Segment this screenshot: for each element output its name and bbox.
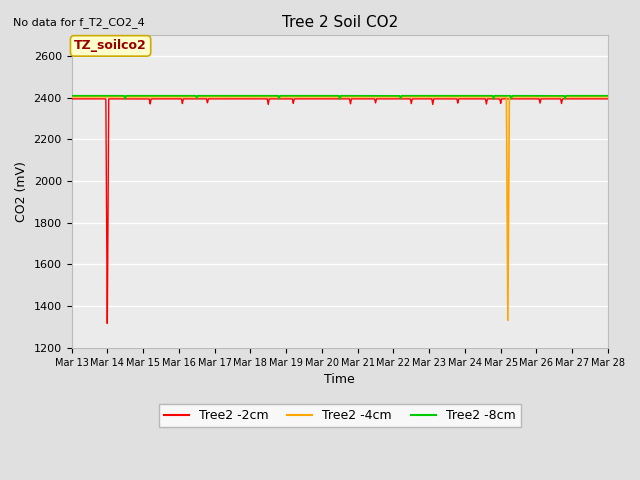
Title: Tree 2 Soil CO2: Tree 2 Soil CO2 [282, 15, 398, 30]
Tree2 -2cm [165, 96, 173, 102]
Tree2 -2cm [468, 96, 476, 102]
Line: Tree2 -2cm: Tree2 -2cm [72, 99, 608, 324]
Tree2 -2cm [509, 96, 516, 102]
Tree2 -4cm [468, 94, 476, 100]
Text: TZ_soilco2: TZ_soilco2 [74, 39, 147, 52]
Line: Tree2 -8cm: Tree2 -8cm [72, 96, 608, 99]
Tree2 -4cm [604, 94, 612, 100]
Tree2 -4cm [504, 317, 512, 323]
Tree2 -8cm [604, 93, 612, 98]
Legend: Tree2 -2cm, Tree2 -4cm, Tree2 -8cm: Tree2 -2cm, Tree2 -4cm, Tree2 -8cm [159, 404, 520, 427]
Tree2 -4cm [389, 94, 397, 100]
Tree2 -4cm [273, 94, 280, 100]
Tree2 -2cm [273, 96, 280, 102]
Y-axis label: CO2 (mV): CO2 (mV) [15, 161, 28, 222]
Tree2 -8cm [165, 93, 173, 98]
Tree2 -8cm [390, 93, 397, 98]
Tree2 -2cm [104, 321, 111, 326]
Tree2 -2cm [604, 96, 612, 102]
Tree2 -8cm [417, 93, 424, 98]
Tree2 -8cm [509, 93, 516, 98]
Tree2 -4cm [68, 94, 76, 100]
Tree2 -8cm [273, 93, 280, 98]
X-axis label: Time: Time [324, 373, 355, 386]
Tree2 -2cm [417, 96, 424, 102]
Tree2 -4cm [165, 94, 173, 100]
Line: Tree2 -4cm: Tree2 -4cm [72, 97, 608, 320]
Tree2 -2cm [68, 96, 76, 102]
Text: No data for f_T2_CO2_4: No data for f_T2_CO2_4 [13, 17, 145, 28]
Tree2 -8cm [68, 93, 76, 98]
Tree2 -8cm [468, 93, 476, 98]
Tree2 -2cm [390, 96, 397, 102]
Tree2 -4cm [509, 94, 516, 100]
Tree2 -8cm [336, 96, 344, 102]
Tree2 -4cm [417, 94, 424, 100]
